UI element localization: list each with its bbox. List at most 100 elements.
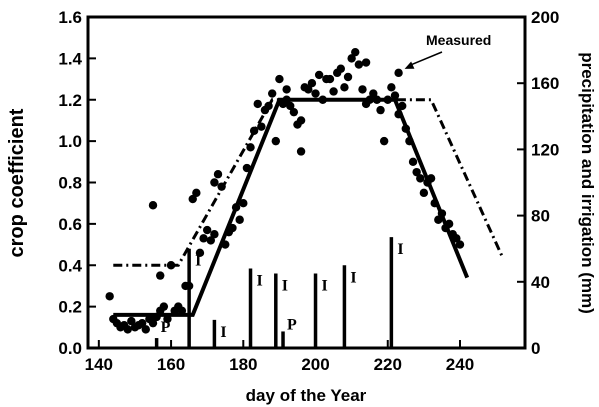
measured-point-78 — [379, 136, 389, 146]
plot-frame — [86, 15, 527, 350]
measured-point-84 — [401, 124, 411, 133]
kc-line-dashdot — [113, 98, 505, 267]
y2-tick-label-5: 200 — [531, 8, 559, 27]
measured-annotation: Measured — [404, 32, 491, 69]
measured-point-15 — [156, 271, 165, 280]
measured-point-72 — [358, 85, 367, 94]
measured-point-89 — [419, 188, 429, 198]
measured-point-30 — [210, 178, 219, 187]
measured-point-42 — [249, 126, 259, 135]
measured-point-21 — [177, 306, 187, 315]
measured-point-27 — [199, 234, 208, 243]
measured-point-60 — [314, 70, 324, 80]
measured-point-67 — [340, 83, 349, 92]
x-tick-label-0: 140 — [85, 355, 113, 374]
measured-point-75 — [369, 89, 378, 98]
kc-line-solid — [113, 97, 470, 317]
y2-axis-title: precipitation and irrigation (mm) — [578, 52, 597, 314]
measured-point-92 — [430, 198, 439, 208]
measured-point-57 — [304, 85, 313, 94]
measured-point-39 — [239, 198, 248, 208]
measured-point-80 — [387, 83, 396, 92]
measured-point-0 — [105, 292, 114, 301]
measured-point-31 — [210, 230, 219, 239]
measured-point-63 — [325, 74, 335, 84]
y-tick-label-1: 0.2 — [58, 298, 82, 317]
measured-point-40 — [242, 163, 252, 173]
y-axis-title: crop coefficient — [6, 108, 28, 257]
y-tick-label-0: 0.0 — [58, 339, 82, 358]
x-axis-title: day of the Year — [246, 386, 367, 405]
y-tick-label-5: 1.0 — [58, 132, 82, 151]
measured-point-49 — [275, 74, 284, 84]
y-tick-label-6: 1.2 — [58, 91, 82, 110]
measured-point-37 — [231, 203, 241, 212]
measured-point-43 — [253, 99, 262, 109]
measured-point-29 — [206, 236, 215, 245]
measured-point-17 — [163, 314, 172, 324]
measured-point-101 — [282, 85, 291, 94]
measured-point-68 — [343, 72, 353, 82]
y2-tick-label-1: 40 — [531, 273, 550, 292]
model-lines — [113, 97, 505, 317]
y-tick-label-3: 0.6 — [58, 215, 82, 234]
measured-point-41 — [246, 143, 255, 152]
measured-point-5 — [123, 325, 132, 334]
measured-point-102 — [296, 147, 306, 156]
measured-point-53 — [289, 107, 299, 117]
measured-point-104 — [394, 68, 403, 78]
annotation-arrowhead — [404, 61, 415, 69]
measured-point-77 — [376, 105, 385, 115]
measured-point-44 — [257, 122, 266, 131]
y2-tick-label-0: 0 — [531, 339, 540, 358]
measured-point-16 — [159, 302, 169, 311]
ticks: 140 160 180 200 220 240 0.0 0.2 0.4 0.6 0.8 1.0 1.2 1… — [58, 8, 559, 374]
x-tick-label-2: 180 — [229, 355, 257, 374]
measured-point-47 — [267, 89, 277, 98]
event-label-7: I — [350, 269, 356, 286]
measured-point-18 — [166, 261, 176, 270]
measured-point-12 — [148, 318, 158, 328]
measured-point-86 — [408, 157, 418, 167]
measured-point-24 — [188, 194, 197, 204]
measured-point-79 — [383, 95, 392, 104]
measured-point-34 — [221, 240, 230, 249]
measured-point-81 — [390, 91, 400, 100]
measured-point-61 — [318, 95, 327, 104]
x-tick-label-5: 240 — [446, 355, 474, 374]
x-tick-label-4: 220 — [374, 355, 402, 374]
axes — [86, 15, 527, 350]
event-label-2: I — [220, 324, 226, 341]
y2-tick-label-3: 120 — [531, 140, 559, 159]
measured-point-85 — [405, 136, 414, 146]
measured-point-9 — [137, 318, 147, 328]
measured-point-23 — [184, 281, 194, 291]
measured-point-28 — [202, 225, 212, 235]
event-label-1: I — [195, 253, 201, 270]
annotation-arrow — [408, 51, 443, 67]
y-tick-label-4: 0.8 — [58, 174, 82, 193]
y2-tick-label-4: 160 — [531, 74, 559, 93]
measured-point-51 — [282, 95, 291, 104]
measured-point-83 — [398, 101, 407, 111]
measured-point-48 — [271, 136, 281, 146]
measured-point-38 — [235, 215, 244, 224]
measured-point-103 — [361, 58, 371, 67]
event-label-4: I — [282, 278, 288, 295]
event-label-5: P — [287, 316, 297, 333]
measured-point-33 — [217, 182, 226, 191]
measured-point-71 — [354, 60, 364, 69]
x-tick-label-1: 160 — [157, 355, 185, 374]
measured-point-36 — [228, 223, 237, 233]
y-tick-label-7: 1.4 — [58, 49, 82, 68]
measured-point-52 — [286, 101, 295, 111]
event-label-8: I — [397, 241, 403, 258]
measured-point-82 — [394, 110, 403, 119]
measured-point-64 — [329, 87, 338, 96]
measured-point-74 — [365, 95, 374, 104]
measured-point-76 — [372, 95, 382, 104]
measured-point-98 — [452, 234, 461, 243]
x-tick-label-3: 200 — [301, 355, 329, 374]
y-tick-label-8: 1.6 — [58, 8, 82, 27]
